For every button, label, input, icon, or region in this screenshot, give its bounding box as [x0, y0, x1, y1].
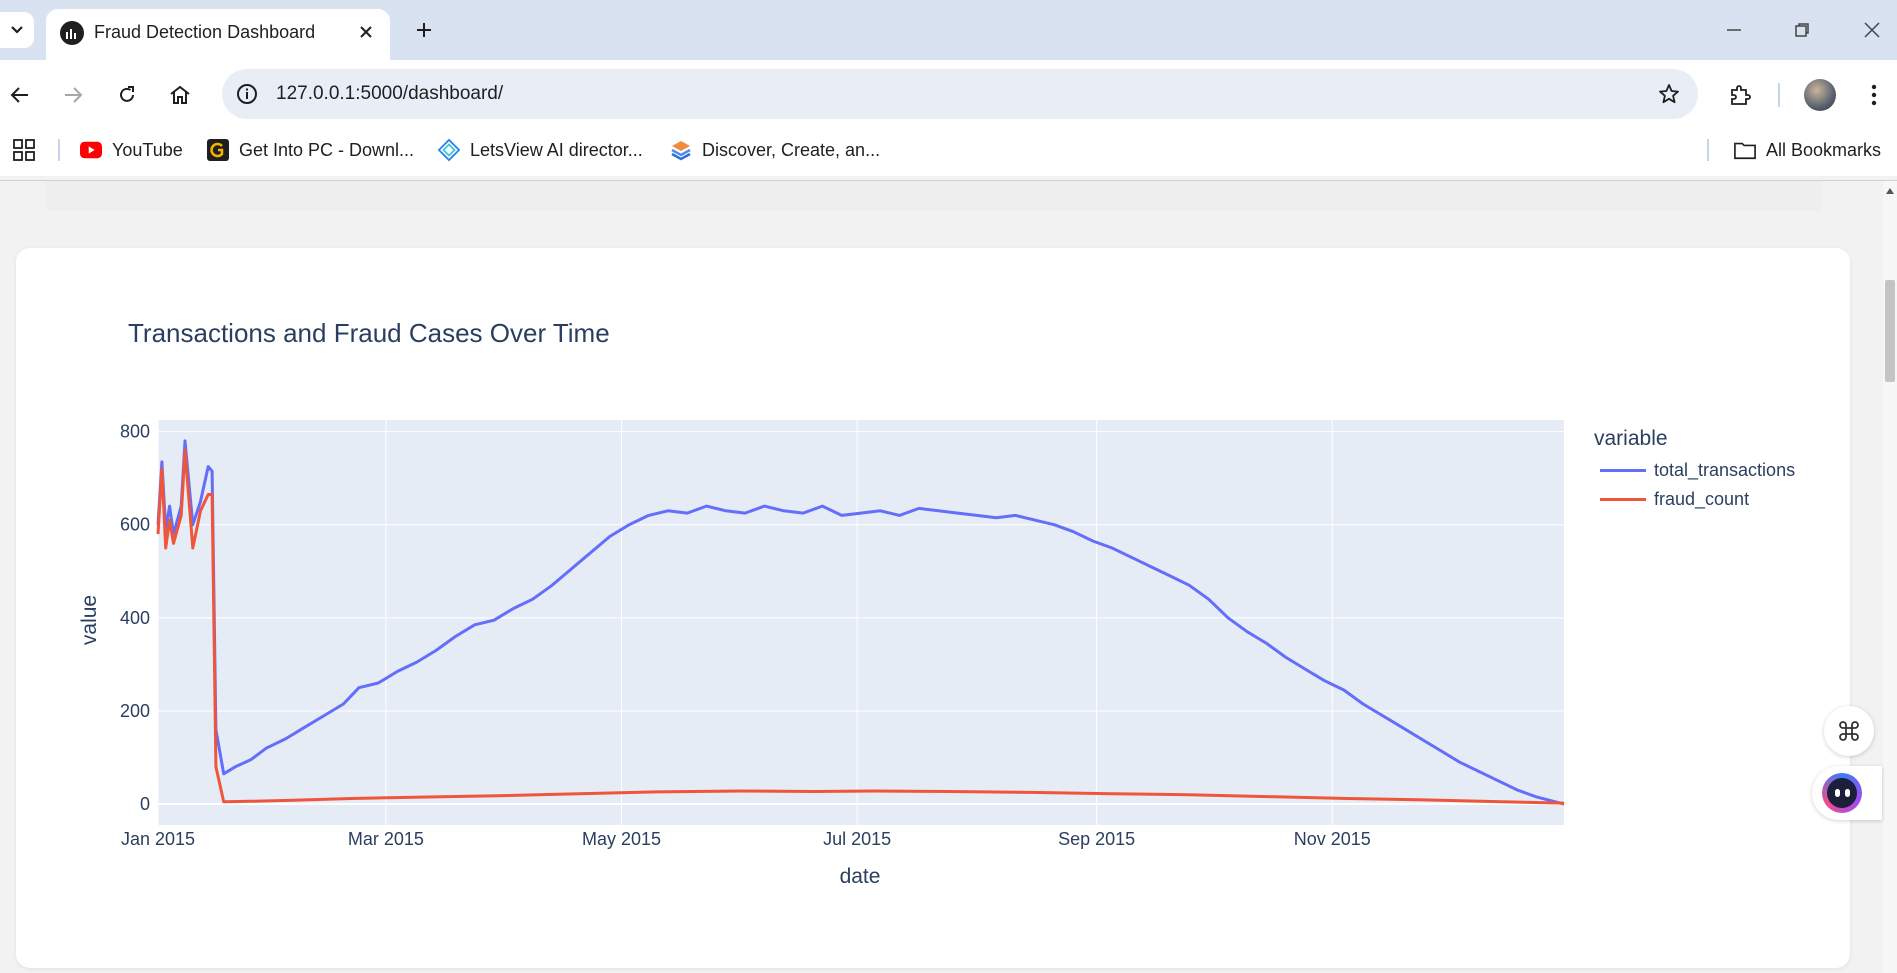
all-bookmarks-button[interactable]: All Bookmarks: [1734, 136, 1881, 164]
active-tab[interactable]: Fraud Detection Dashboard: [46, 9, 390, 60]
folder-icon: [1734, 139, 1756, 161]
info-icon: [237, 84, 257, 104]
all-bookmarks-label: All Bookmarks: [1766, 139, 1882, 160]
x-axis-label: date: [839, 865, 881, 888]
extensions-button[interactable]: [1722, 77, 1758, 113]
getintopc-icon: [207, 139, 229, 161]
toolbar-divider: [0, 180, 1897, 181]
close-icon: [1864, 22, 1880, 38]
toolbar-separator: [1778, 83, 1780, 107]
browser-menu-button[interactable]: [1856, 77, 1892, 113]
legend-swatch: [1600, 468, 1646, 472]
bookmark-label: LetsView AI director...: [470, 139, 643, 160]
close-window-button[interactable]: [1852, 12, 1892, 48]
new-tab-button[interactable]: [408, 14, 440, 46]
bookmark-label: Discover, Create, an...: [702, 139, 881, 160]
legend-swatch: [1600, 497, 1646, 501]
y-axis-label: value: [78, 594, 101, 646]
more-vertical-icon: [1871, 84, 1877, 106]
forward-button[interactable]: [55, 77, 91, 113]
command-icon: [1839, 721, 1859, 741]
home-button[interactable]: [162, 77, 198, 113]
star-icon: [1659, 84, 1679, 104]
chart-title: Transactions and Fraud Cases Over Time: [128, 318, 610, 348]
assistant-icon: [1822, 773, 1862, 813]
legend-item-total-transactions[interactable]: total_transactions: [1600, 458, 1795, 482]
arrow-right-icon: [65, 87, 83, 103]
apps-grid-icon: [13, 139, 35, 161]
arrow-left-icon: [10, 87, 28, 103]
discover-icon: [670, 139, 692, 161]
site-info-button[interactable]: [232, 79, 262, 109]
bookmark-getintopc[interactable]: Get Into PC - Downl...: [207, 136, 414, 164]
bookmark-star-button[interactable]: [1654, 79, 1684, 109]
tab-title: Fraud Detection Dashboard: [94, 22, 316, 42]
letsview-icon: [438, 138, 460, 162]
restore-button[interactable]: [1782, 12, 1822, 48]
plus-icon: [417, 23, 431, 37]
scroll-up-icon[interactable]: [1886, 188, 1894, 194]
dashboard-favicon-icon: [60, 21, 84, 45]
plot-area: [158, 420, 1564, 825]
bookmark-letsview[interactable]: LetsView AI director...: [438, 136, 643, 164]
scrollbar-thumb[interactable]: [1885, 280, 1895, 382]
tab-close-button[interactable]: [352, 18, 380, 46]
reload-icon: [120, 86, 134, 102]
back-button[interactable]: [2, 77, 38, 113]
minimize-icon: [1727, 29, 1741, 31]
address-bar[interactable]: 127.0.0.1:5000/dashboard/: [222, 69, 1698, 119]
previous-card: [46, 181, 1822, 211]
bookmark-separator: [58, 139, 60, 161]
close-icon: [360, 26, 372, 38]
reload-button[interactable]: [109, 77, 145, 113]
apps-button[interactable]: [12, 136, 36, 164]
tab-search-button[interactable]: [0, 12, 34, 48]
legend-label: total_transactions: [1654, 459, 1796, 480]
bookmark-label: YouTube: [112, 139, 183, 160]
bookmark-label: Get Into PC - Downl...: [239, 139, 415, 160]
bookmark-discover[interactable]: Discover, Create, an...: [670, 136, 880, 164]
bookmark-youtube[interactable]: YouTube: [80, 136, 183, 164]
chevron-down-icon: [11, 26, 23, 34]
legend-item-fraud-count[interactable]: fraud_count: [1600, 487, 1749, 511]
bookmark-separator: [1707, 139, 1709, 161]
puzzle-icon: [1731, 85, 1751, 105]
url-text[interactable]: 127.0.0.1:5000/dashboard/: [276, 83, 504, 104]
profile-avatar[interactable]: [1804, 79, 1836, 111]
minimize-button[interactable]: [1714, 12, 1754, 48]
assistant-widget[interactable]: [1812, 766, 1882, 820]
quick-actions-button[interactable]: [1824, 706, 1874, 756]
legend-title: variable: [1594, 427, 1668, 450]
restore-icon: [1795, 23, 1809, 37]
youtube-icon: [80, 139, 102, 161]
home-icon: [170, 85, 190, 104]
legend-label: fraud_count: [1654, 488, 1750, 509]
